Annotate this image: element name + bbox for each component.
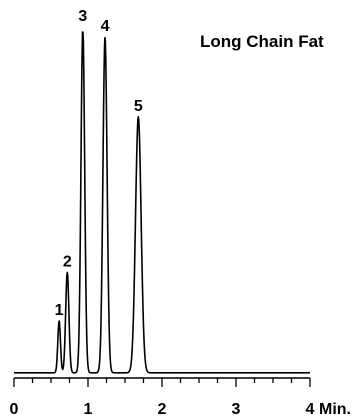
- chromatogram-trace: [13, 31, 311, 374]
- peak-labels: 1 2 34 5: [55, 8, 143, 319]
- peak-label: 1: [55, 302, 64, 319]
- x-tick-label: 2: [158, 401, 167, 418]
- peak-label: 5: [134, 98, 143, 115]
- x-tick-label: 4: [306, 401, 315, 418]
- peak-label: 3: [78, 8, 87, 25]
- x-axis-ticks: [13, 378, 311, 387]
- chart-title: Long Chain Fat: [200, 32, 324, 51]
- x-tick-label: 3: [232, 401, 241, 418]
- peak-label: 4: [101, 18, 110, 35]
- x-tick-labels: 0 1 2 3 4: [10, 401, 315, 418]
- x-tick-label: 0: [10, 401, 19, 418]
- x-axis-unit-label: Min.: [319, 401, 351, 418]
- x-tick-label: 1: [84, 401, 93, 418]
- peak-label: 2: [63, 253, 72, 270]
